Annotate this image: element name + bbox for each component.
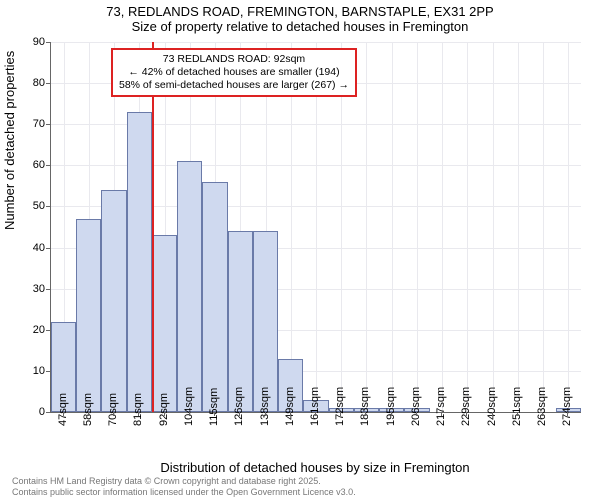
gridline-v — [568, 42, 569, 412]
footer-line-2: Contains public sector information licen… — [12, 487, 356, 498]
x-tick-mark — [315, 412, 316, 416]
x-tick-mark — [138, 412, 139, 416]
gridline-v — [467, 42, 468, 412]
histogram-bar — [76, 219, 101, 412]
y-tick-mark — [46, 42, 50, 43]
y-tick-mark — [46, 248, 50, 249]
annotation-box: 73 REDLANDS ROAD: 92sqm ← 42% of detache… — [111, 48, 357, 97]
x-tick-mark — [441, 412, 442, 416]
x-tick-mark — [63, 412, 64, 416]
gridline-v — [442, 42, 443, 412]
y-tick-label: 70 — [5, 118, 45, 130]
footer: Contains HM Land Registry data © Crown c… — [12, 476, 356, 498]
y-tick-mark — [46, 289, 50, 290]
x-tick-mark — [517, 412, 518, 416]
x-tick-mark — [239, 412, 240, 416]
annotation-line-2: ← 42% of detached houses are smaller (19… — [119, 66, 349, 79]
gridline-v — [366, 42, 367, 412]
y-tick-mark — [46, 330, 50, 331]
annotation-line-1: 73 REDLANDS ROAD: 92sqm — [119, 53, 349, 66]
histogram-bar — [228, 231, 253, 412]
x-tick-mark — [113, 412, 114, 416]
x-tick-mark — [88, 412, 89, 416]
y-tick-label: 40 — [5, 242, 45, 254]
y-tick-label: 20 — [5, 324, 45, 336]
y-tick-label: 90 — [5, 36, 45, 48]
gridline-v — [341, 42, 342, 412]
y-tick-mark — [46, 371, 50, 372]
x-tick-mark — [340, 412, 341, 416]
histogram-bar — [202, 182, 227, 412]
title-line-1: 73, REDLANDS ROAD, FREMINGTON, BARNSTAPL… — [0, 4, 600, 19]
x-tick-mark — [365, 412, 366, 416]
y-tick-mark — [46, 83, 50, 84]
histogram-bar — [101, 190, 126, 412]
annotation-line-3: 58% of semi-detached houses are larger (… — [119, 79, 349, 92]
y-tick-mark — [46, 206, 50, 207]
y-tick-mark — [46, 412, 50, 413]
gridline-v — [316, 42, 317, 412]
x-tick-mark — [492, 412, 493, 416]
x-tick-mark — [214, 412, 215, 416]
x-tick-mark — [189, 412, 190, 416]
y-tick-mark — [46, 124, 50, 125]
y-tick-label: 50 — [5, 200, 45, 212]
x-tick-mark — [567, 412, 568, 416]
x-tick-mark — [466, 412, 467, 416]
plot-area: 73 REDLANDS ROAD: 92sqm ← 42% of detache… — [50, 42, 581, 413]
marker-line — [152, 42, 154, 412]
title-line-2: Size of property relative to detached ho… — [0, 19, 600, 34]
x-tick-mark — [391, 412, 392, 416]
footer-line-1: Contains HM Land Registry data © Crown c… — [12, 476, 356, 487]
gridline-v — [493, 42, 494, 412]
x-tick-mark — [542, 412, 543, 416]
histogram-bar — [127, 112, 152, 412]
gridline-v — [518, 42, 519, 412]
gridline-v — [543, 42, 544, 412]
y-tick-label: 80 — [5, 77, 45, 89]
title-block: 73, REDLANDS ROAD, FREMINGTON, BARNSTAPL… — [0, 0, 600, 34]
histogram-bar — [152, 235, 177, 412]
y-tick-label: 30 — [5, 283, 45, 295]
x-axis-title: Distribution of detached houses by size … — [50, 460, 580, 475]
histogram-bar — [253, 231, 278, 412]
histogram-bar — [177, 161, 202, 412]
gridline-v — [392, 42, 393, 412]
x-tick-mark — [265, 412, 266, 416]
gridline-v — [291, 42, 292, 412]
gridline-h — [51, 42, 581, 43]
x-tick-mark — [416, 412, 417, 416]
x-tick-mark — [290, 412, 291, 416]
x-tick-mark — [164, 412, 165, 416]
y-tick-label: 60 — [5, 159, 45, 171]
y-tick-label: 0 — [5, 406, 45, 418]
y-tick-mark — [46, 165, 50, 166]
gridline-v — [417, 42, 418, 412]
y-tick-label: 10 — [5, 365, 45, 377]
